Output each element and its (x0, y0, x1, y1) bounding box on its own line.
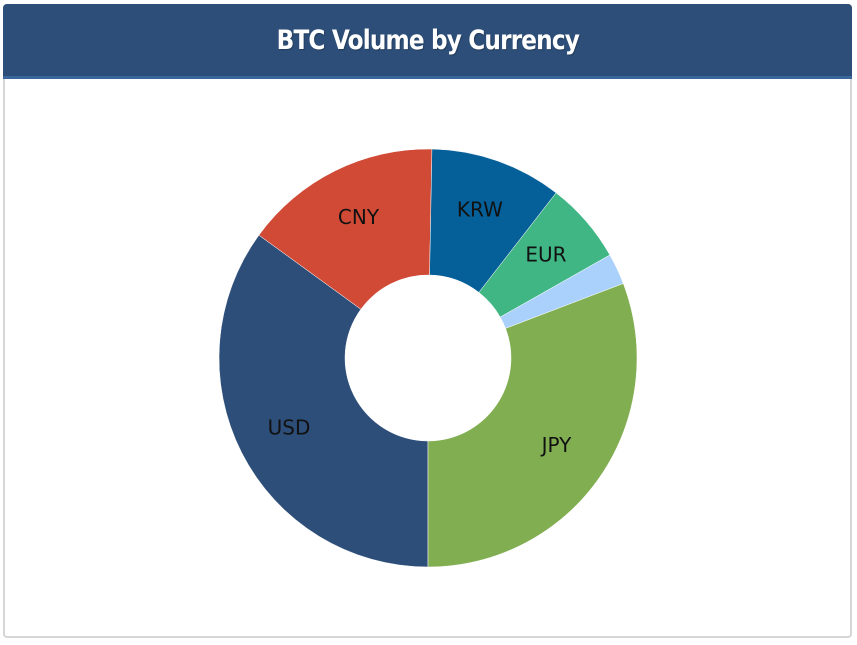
panel-title: BTC Volume by Currency (276, 24, 579, 56)
slice-label-krw: KRW (457, 197, 503, 221)
slice-usd[interactable] (218, 234, 429, 568)
slice-label-usd: USD (268, 415, 311, 439)
slice-jpy[interactable] (427, 283, 638, 568)
slice-label-eur: EUR (525, 242, 566, 266)
panel-header: BTC Volume by Currency (3, 4, 852, 79)
slice-label-jpy: JPY (540, 433, 573, 457)
slice-cny[interactable] (258, 148, 433, 310)
slice-label-cny: CNY (338, 205, 380, 229)
